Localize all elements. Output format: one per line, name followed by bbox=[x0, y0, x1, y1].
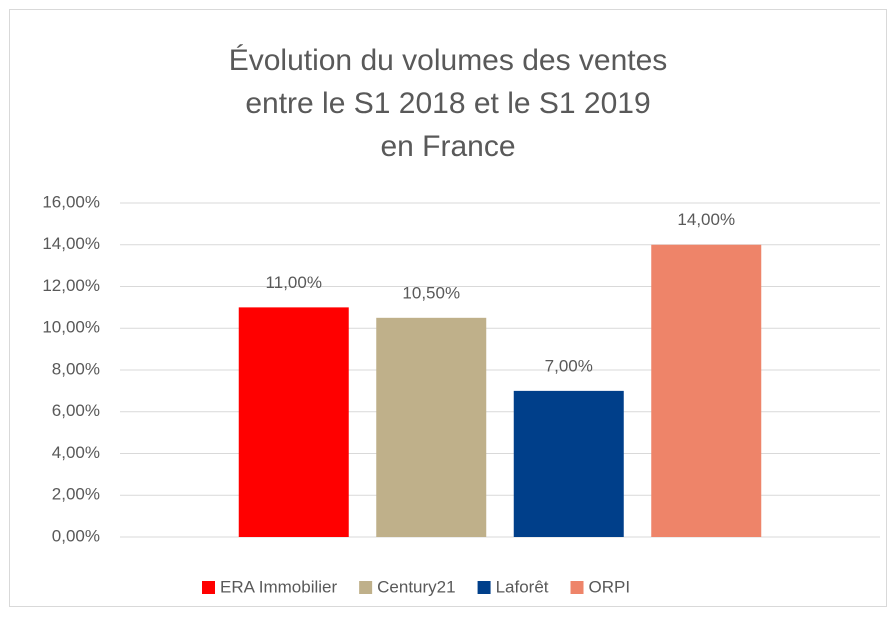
legend-label: Century21 bbox=[377, 577, 455, 596]
y-tick-label: 16,00% bbox=[42, 192, 100, 211]
data-label: 10,50% bbox=[402, 283, 460, 302]
legend-swatch bbox=[570, 581, 584, 594]
data-label: 11,00% bbox=[266, 273, 322, 292]
y-tick-label: 2,00% bbox=[52, 485, 100, 504]
legend-swatch bbox=[477, 581, 491, 594]
y-tick-label: 0,00% bbox=[52, 526, 100, 545]
chart-title: entre le S1 2018 et le S1 2019 bbox=[245, 87, 650, 120]
bar bbox=[513, 390, 624, 537]
legend-label: Laforêt bbox=[496, 577, 549, 596]
y-tick-label: 6,00% bbox=[52, 401, 100, 420]
data-label: 14,00% bbox=[677, 210, 735, 229]
chart-title: Évolution du volumes des ventes bbox=[229, 44, 668, 77]
bar bbox=[651, 244, 762, 537]
bar bbox=[376, 317, 487, 537]
y-tick-label: 14,00% bbox=[42, 234, 100, 253]
legend-label: ERA Immobilier bbox=[220, 577, 337, 596]
y-tick-label: 4,00% bbox=[52, 443, 100, 462]
data-label: 7,00% bbox=[545, 356, 593, 375]
y-tick-label: 10,00% bbox=[42, 318, 100, 337]
y-tick-label: 12,00% bbox=[42, 276, 100, 295]
legend-swatch bbox=[359, 581, 373, 594]
bar bbox=[238, 307, 349, 537]
legend-label: ORPI bbox=[589, 577, 631, 596]
chart-title: en France bbox=[380, 130, 515, 163]
y-tick-label: 8,00% bbox=[52, 359, 100, 378]
legend-swatch bbox=[202, 581, 215, 594]
